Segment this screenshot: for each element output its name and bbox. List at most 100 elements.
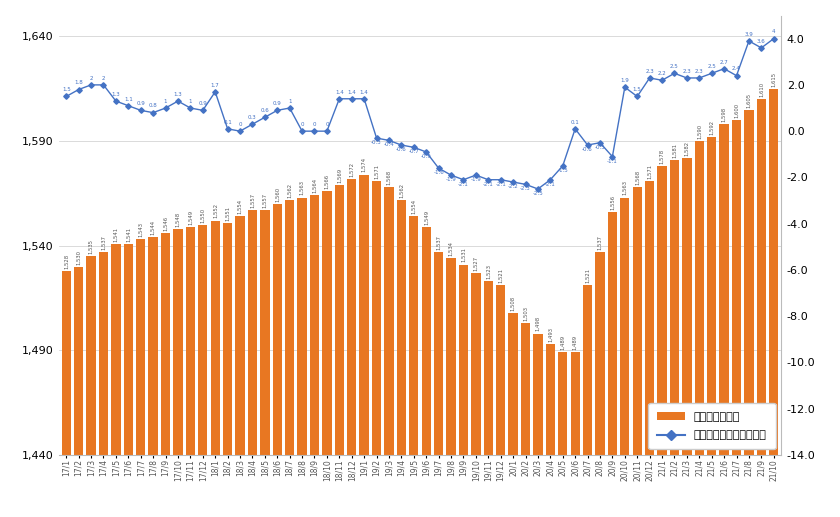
Bar	[583, 285, 592, 455]
Text: 2.5: 2.5	[707, 64, 716, 69]
Text: 0.9: 0.9	[273, 101, 281, 106]
Text: 1,605: 1,605	[747, 93, 752, 108]
Text: 1,615: 1,615	[771, 71, 776, 87]
Text: 1,541: 1,541	[113, 226, 118, 241]
Bar	[235, 217, 244, 455]
Text: 0: 0	[325, 122, 328, 127]
Bar	[99, 252, 108, 455]
Bar	[285, 200, 294, 455]
Bar	[471, 273, 480, 455]
Bar	[61, 271, 71, 455]
Text: 0.6: 0.6	[260, 108, 270, 113]
Bar	[74, 267, 83, 455]
Text: -0.5: -0.5	[595, 145, 606, 149]
Bar	[757, 99, 766, 455]
Bar	[533, 333, 543, 455]
Text: 1,537: 1,537	[597, 235, 602, 250]
Text: 0: 0	[312, 122, 316, 127]
Text: 0: 0	[239, 122, 242, 127]
Text: 1.4: 1.4	[348, 89, 356, 95]
Text: 1,489: 1,489	[573, 335, 578, 351]
Text: -0.6: -0.6	[582, 147, 593, 152]
Text: 1,571: 1,571	[647, 163, 652, 179]
Bar	[484, 281, 493, 455]
Text: 1,531: 1,531	[461, 248, 466, 263]
Text: -2.1: -2.1	[483, 181, 494, 187]
Bar	[360, 175, 369, 455]
Text: 2.3: 2.3	[682, 69, 691, 74]
Text: 1.3: 1.3	[174, 92, 182, 97]
Bar	[620, 197, 629, 455]
Text: -2.2: -2.2	[507, 184, 518, 189]
Text: 2.5: 2.5	[670, 64, 679, 69]
Text: 2.4: 2.4	[732, 67, 741, 71]
Text: 4: 4	[772, 29, 775, 35]
Text: 1,610: 1,610	[759, 82, 764, 97]
Bar	[570, 353, 580, 455]
Text: 1,569: 1,569	[337, 168, 342, 183]
Text: 1,566: 1,566	[324, 174, 329, 189]
Text: 1,574: 1,574	[362, 157, 366, 173]
Text: 1,578: 1,578	[659, 149, 664, 164]
Text: 1,568: 1,568	[386, 170, 391, 185]
Text: 0: 0	[301, 122, 304, 127]
Bar	[186, 227, 195, 455]
Text: 2.2: 2.2	[658, 71, 666, 76]
Bar	[248, 210, 257, 455]
Text: 1,554: 1,554	[238, 199, 243, 215]
Text: -1.6: -1.6	[433, 170, 444, 175]
Text: 1,549: 1,549	[188, 210, 193, 225]
Text: 1,556: 1,556	[610, 195, 615, 210]
Bar	[161, 233, 171, 455]
Text: 1.1: 1.1	[124, 97, 133, 101]
Text: 1,521: 1,521	[585, 268, 590, 283]
Text: 1,521: 1,521	[498, 268, 503, 283]
Text: 1,550: 1,550	[200, 207, 205, 223]
Bar	[558, 353, 567, 455]
Bar	[459, 265, 468, 455]
Text: 1,563: 1,563	[622, 180, 627, 195]
Bar	[396, 200, 406, 455]
Text: 2.7: 2.7	[720, 59, 728, 65]
Text: 1,581: 1,581	[672, 143, 677, 158]
Bar	[260, 210, 270, 455]
Text: 1,552: 1,552	[213, 203, 218, 219]
Legend: 平均時給（円）, 前年同月比増減率（％）: 平均時給（円）, 前年同月比増減率（％）	[648, 403, 775, 449]
Text: -2.1: -2.1	[496, 181, 506, 187]
Bar	[409, 217, 418, 455]
Text: 1,571: 1,571	[374, 163, 379, 179]
Text: 1.4: 1.4	[335, 89, 344, 95]
Text: 0.9: 0.9	[198, 101, 207, 106]
Text: 1,551: 1,551	[225, 205, 230, 221]
Text: 1,541: 1,541	[126, 226, 131, 241]
Text: 1,503: 1,503	[523, 306, 528, 321]
Bar	[149, 237, 158, 455]
Text: 1.7: 1.7	[211, 83, 219, 88]
Text: 1.8: 1.8	[74, 80, 83, 85]
Text: -2.1: -2.1	[458, 181, 469, 187]
Text: 2.3: 2.3	[695, 69, 704, 74]
Bar	[347, 179, 356, 455]
Text: -1.1: -1.1	[607, 159, 617, 163]
Bar	[607, 212, 617, 455]
Text: 1.4: 1.4	[360, 89, 369, 95]
Bar	[123, 244, 133, 455]
Text: -1.9: -1.9	[446, 177, 456, 182]
Bar	[732, 120, 741, 455]
Bar	[669, 160, 679, 455]
Text: 1,544: 1,544	[150, 220, 155, 235]
Text: 1,527: 1,527	[474, 256, 478, 271]
Text: 1,493: 1,493	[548, 327, 553, 342]
Bar	[682, 158, 691, 455]
Text: 0.1: 0.1	[570, 119, 580, 125]
Bar	[744, 110, 753, 455]
Text: 1: 1	[164, 99, 167, 104]
Text: 1,600: 1,600	[734, 103, 739, 118]
Text: -2.5: -2.5	[533, 191, 543, 196]
Text: 1,537: 1,537	[101, 235, 106, 250]
Bar	[297, 197, 307, 455]
Bar	[273, 204, 282, 455]
Bar	[310, 195, 319, 455]
Text: 1: 1	[189, 99, 192, 104]
Text: -0.4: -0.4	[384, 142, 394, 147]
